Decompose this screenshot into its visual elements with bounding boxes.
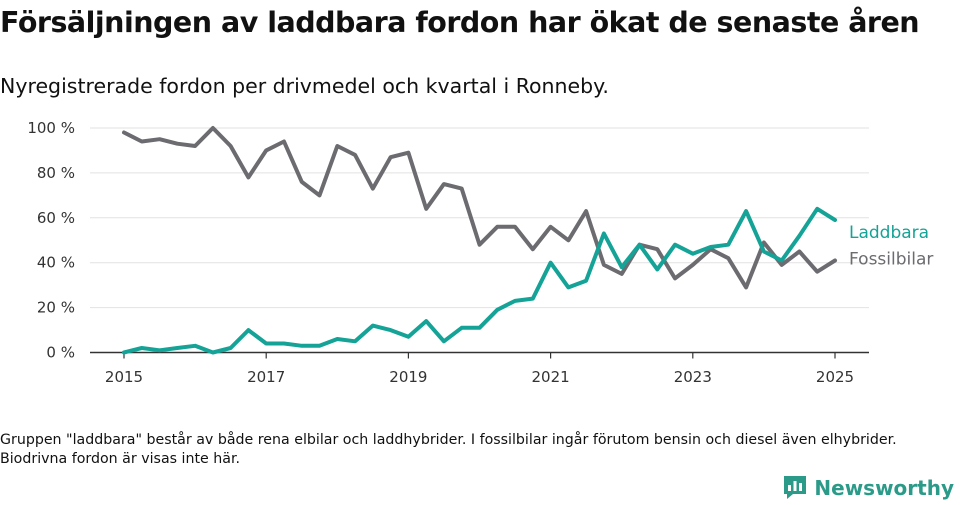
y-tick-label: 0 % xyxy=(46,344,75,362)
x-tick-label: 2015 xyxy=(105,368,143,386)
footnote: Gruppen "laddbara" består av både rena e… xyxy=(0,432,897,467)
series-labels: Fossilbilar Laddbara xyxy=(849,223,933,269)
brand-name: Newsworthy xyxy=(814,475,954,500)
series-label-fossilbilar: Fossilbilar xyxy=(849,249,933,269)
gridlines xyxy=(90,127,869,309)
x-tick-label: 2021 xyxy=(532,368,570,386)
x-tick-label: 2023 xyxy=(674,368,712,386)
y-tick-label: 40 % xyxy=(37,254,75,272)
y-tick-label: 60 % xyxy=(37,209,75,227)
chart-title: Försäljningen av laddbara fordon har öka… xyxy=(0,6,920,39)
newsworthy-logo-icon xyxy=(784,476,807,499)
y-tick-label: 80 % xyxy=(37,164,75,182)
x-tick-label: 2019 xyxy=(389,368,427,386)
series-label-laddbara: Laddbara xyxy=(849,223,929,243)
x-tick-label: 2025 xyxy=(816,368,854,386)
x-tick-label: 2017 xyxy=(247,368,285,386)
y-axis-ticks: 0 % 20 % 40 % 60 % 80 % 100 % xyxy=(27,119,75,362)
line-chart: 0 % 20 % 40 % 60 % 80 % 100 % 2015 2017 2019 202… xyxy=(27,119,933,386)
series-line-laddbara xyxy=(122,206,837,355)
x-axis-ticks: 2015 2017 2019 2021 2023 2025 xyxy=(105,352,854,386)
chart-subtitle: Nyregistrerade fordon per drivmedel och … xyxy=(0,74,609,98)
y-tick-label: 100 % xyxy=(27,119,75,137)
series-line-fossilbilar xyxy=(122,126,837,290)
newsworthy-brand[interactable]: Newsworthy xyxy=(782,474,954,501)
series-lines xyxy=(122,126,837,355)
y-tick-label: 20 % xyxy=(37,299,75,317)
